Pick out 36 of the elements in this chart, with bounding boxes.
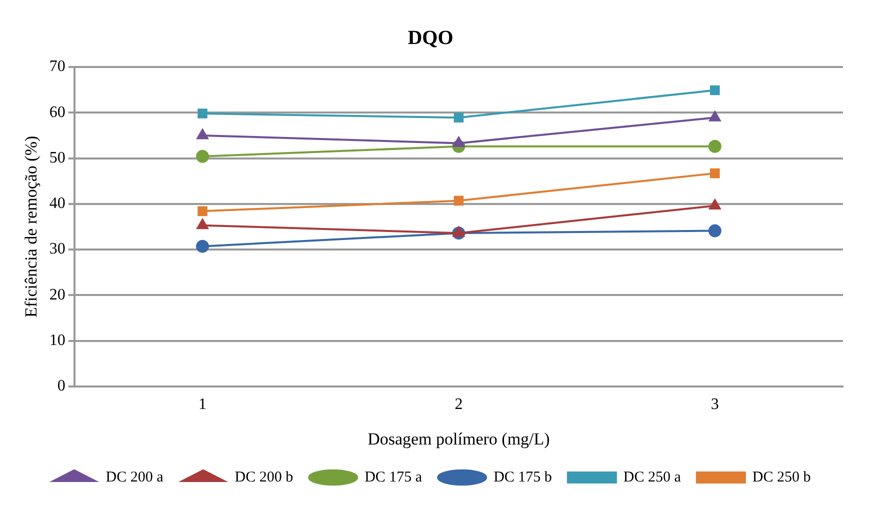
y-axis-title: Eficiência de remoção (%) (22, 136, 41, 318)
legend-label: DC 200 b (234, 469, 294, 486)
point (709, 199, 721, 210)
point (196, 240, 209, 253)
point (452, 136, 464, 147)
y-tick-label: 60 (49, 104, 66, 121)
legend-label: DC 175 a (364, 469, 422, 486)
point (198, 206, 208, 216)
point (196, 218, 208, 230)
x-tick-label: 3 (710, 396, 719, 414)
y-tick-label: 40 (49, 195, 66, 212)
point (710, 85, 720, 96)
point (454, 196, 464, 206)
point (196, 150, 209, 163)
point (454, 112, 464, 123)
y-tick-label: 70 (49, 58, 66, 76)
y-tick-label: 10 (49, 332, 66, 349)
x-tick-label: 2 (454, 396, 463, 414)
legend-label: DC 250 a (623, 469, 682, 486)
point (710, 168, 720, 178)
y-tick-label: 30 (49, 240, 66, 258)
y-tick-label: 50 (49, 149, 66, 166)
point (196, 128, 208, 140)
x-axis-title: Dosagem polímero (mg/L) (368, 429, 550, 448)
point (198, 108, 208, 118)
x-tick-label: 1 (198, 396, 206, 414)
y-tick-label: 20 (49, 286, 66, 304)
legend-label: DC 250 b (752, 469, 811, 486)
point (709, 111, 721, 122)
legend-label: DC 200 a (106, 469, 164, 486)
chart-title: DQO (408, 27, 454, 50)
legend-label: DC 175 b (494, 469, 552, 486)
y-tick-label: 0 (57, 378, 66, 395)
point (708, 224, 722, 238)
point (452, 226, 464, 237)
point (708, 140, 722, 153)
